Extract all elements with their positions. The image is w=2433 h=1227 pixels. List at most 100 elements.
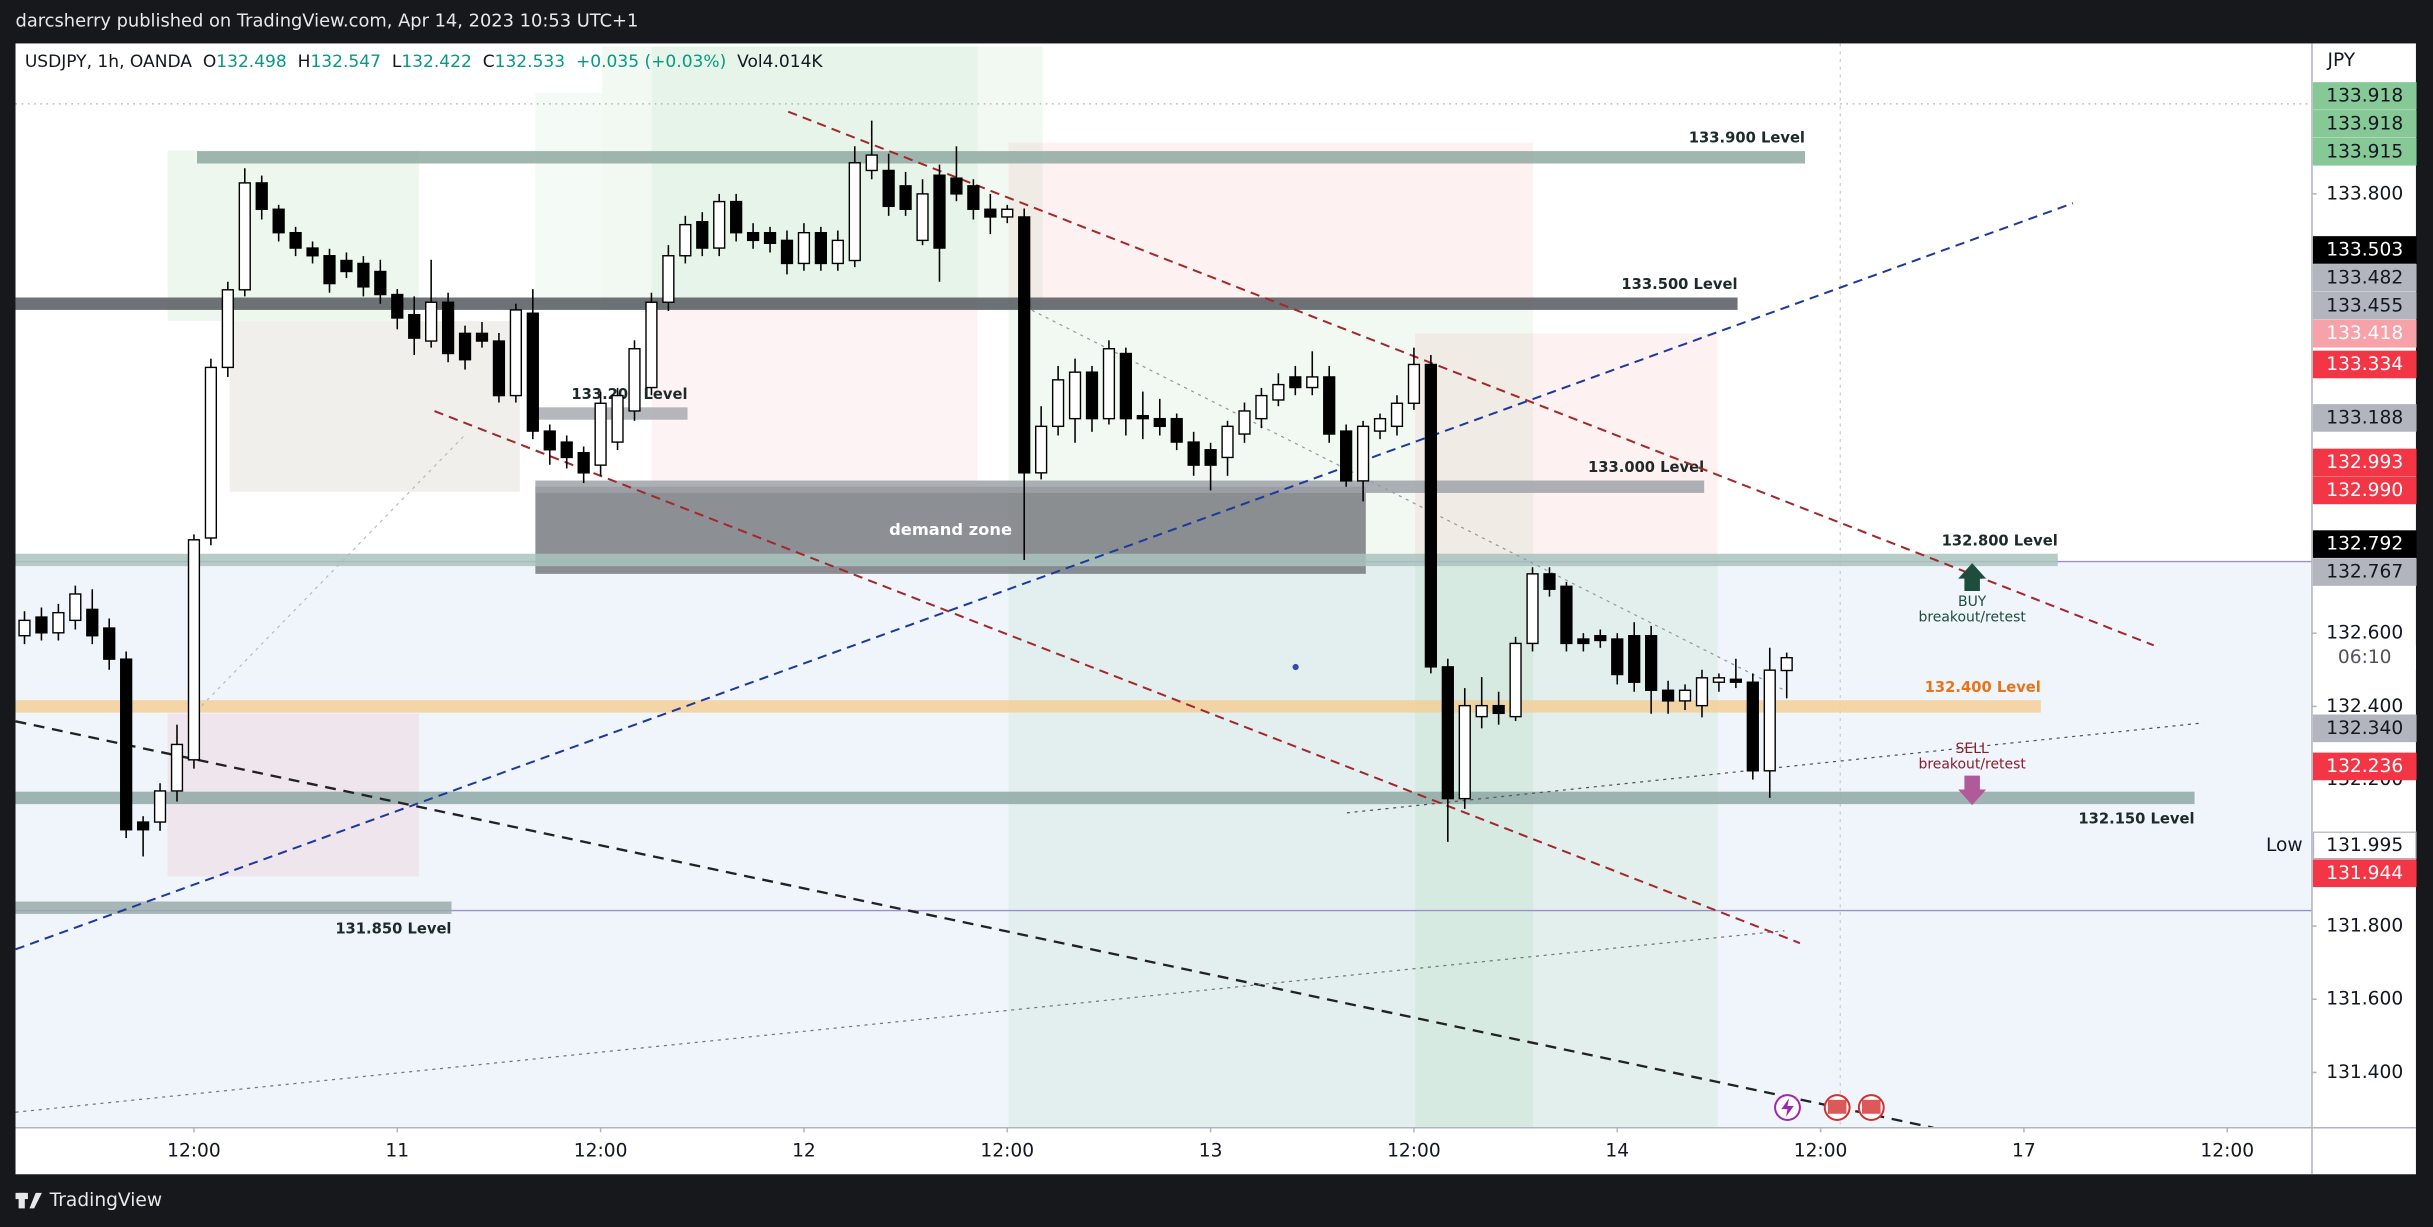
trendline	[15, 930, 1785, 1113]
price-label-box	[2312, 137, 2417, 166]
price-label-box	[2312, 448, 2417, 477]
level-band	[535, 480, 1705, 493]
price-label-box	[2312, 831, 2417, 860]
price-label-box	[2312, 558, 2417, 586]
price-label-box	[2312, 110, 2417, 138]
candle-body	[18, 619, 31, 637]
candle-body	[1136, 415, 1149, 420]
price-label-box	[2312, 319, 2417, 348]
candle-body	[458, 332, 472, 361]
buy-label: BUY	[1958, 594, 1987, 610]
logo	[18, 1192, 25, 1209]
price-label: 131.944	[2326, 863, 2403, 884]
candle-body	[204, 366, 218, 539]
level-label: 133.500 Level	[1621, 276, 1737, 293]
level-label: 132.800 Level	[1942, 532, 2058, 549]
candle-body	[103, 627, 116, 660]
y-tick-label: 131.600	[2326, 989, 2403, 1010]
candle-body	[1289, 376, 1302, 389]
x-tick-label: 12:00	[980, 1140, 1034, 1161]
sell-label: SELL	[1956, 741, 1989, 757]
candle-body	[797, 231, 811, 265]
price-label-box	[2312, 350, 2417, 379]
event-icon	[1781, 1098, 1794, 1117]
y-tick-label: 133.800	[2326, 183, 2403, 204]
candle-body	[272, 208, 285, 234]
candle-body	[323, 255, 336, 285]
ohlc-label: H	[298, 52, 311, 72]
trendline	[15, 720, 1934, 1128]
countdown-box	[2313, 645, 2416, 671]
candle-body	[780, 239, 794, 265]
candle-body	[238, 182, 251, 291]
price-label-box	[2312, 264, 2417, 292]
candle-body	[1729, 678, 1742, 683]
candle-body	[1424, 363, 1437, 668]
candle-body	[560, 441, 573, 459]
range-tint	[15, 561, 2312, 1128]
candle-body	[611, 394, 624, 443]
ohlc-value: 132.533	[495, 52, 566, 72]
dot	[1292, 663, 1299, 671]
price-label-box	[2312, 530, 2417, 558]
x-tick-label: 12:00	[574, 1140, 628, 1161]
candle-body	[1560, 585, 1573, 645]
candle-body	[831, 239, 844, 265]
candle-body	[662, 255, 675, 303]
annotations: BUY breakout/retest SELL breakout/retest	[1292, 563, 2026, 1121]
candle-body	[391, 293, 404, 319]
level-label: 132.400 Level	[1925, 679, 2041, 696]
price-label: 132.236	[2326, 756, 2403, 777]
candle-body	[255, 182, 268, 210]
stop-box	[1415, 333, 1718, 562]
price-label: 133.418	[2326, 323, 2403, 344]
zone-label: demand zone	[889, 520, 1012, 539]
candle-body	[645, 301, 658, 389]
flag-icon	[1861, 1099, 1881, 1114]
candle-body	[1526, 573, 1539, 645]
candle-body	[526, 312, 539, 432]
y-tick-label: 132.400	[2326, 696, 2403, 717]
candle-body	[1085, 371, 1099, 420]
x-tick-label: 13	[1199, 1140, 1223, 1161]
ohlc-value: 132.498	[216, 52, 287, 72]
trendlines	[15, 110, 2204, 1128]
price-label: 133.482	[2326, 267, 2403, 288]
trendline	[1031, 309, 1785, 691]
candle-body	[984, 208, 997, 218]
candle-body	[1695, 677, 1709, 707]
candle-body	[1543, 573, 1556, 590]
candle-body	[696, 221, 709, 249]
candle-body	[1441, 666, 1454, 800]
candle-body	[1492, 704, 1505, 715]
currency: JPY	[2326, 50, 2355, 71]
candle-body	[340, 259, 353, 273]
candle-body	[374, 270, 387, 296]
candle-body	[425, 301, 438, 342]
ohlc-value: 132.547	[310, 52, 381, 72]
candle-body	[1780, 656, 1793, 672]
candle-body	[1051, 379, 1065, 428]
target-box	[535, 93, 603, 311]
level-label: 131.850 Level	[335, 920, 451, 937]
price-label-box	[2312, 476, 2417, 505]
x-tick-label: 12:00	[167, 1140, 221, 1161]
candle-body	[136, 821, 150, 831]
candle-body	[86, 608, 99, 637]
ohlc-label: O	[203, 52, 216, 72]
x-tick-label: 14	[1605, 1140, 1629, 1161]
countdown: 06:10	[2338, 647, 2392, 668]
level-band	[196, 151, 1805, 164]
candle-body	[1119, 352, 1133, 420]
trendline	[201, 433, 466, 707]
volume: Vol4.014K	[737, 52, 823, 72]
candle-body	[1475, 704, 1488, 718]
candle-body	[1323, 376, 1336, 435]
trendline	[787, 110, 2155, 647]
candle-body	[730, 200, 743, 234]
candle-body	[1153, 417, 1166, 428]
x-tick-label: 12:00	[1794, 1140, 1848, 1161]
price-label-box	[2312, 236, 2417, 264]
candle-body	[306, 247, 319, 257]
